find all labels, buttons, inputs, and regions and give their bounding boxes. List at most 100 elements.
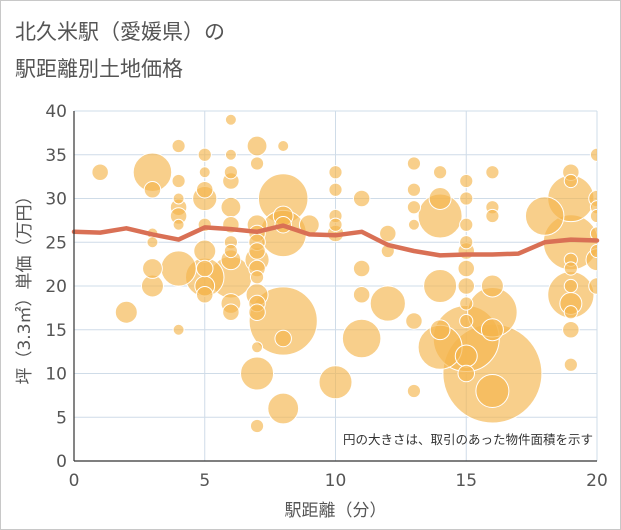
- data-bubble: [249, 156, 265, 171]
- x-tick-label: 10: [325, 471, 347, 491]
- y-tick-label: 30: [45, 190, 67, 210]
- data-bubble: [459, 191, 474, 206]
- data-bubble: [475, 374, 510, 408]
- data-bubble: [224, 113, 237, 126]
- data-bubble: [563, 305, 578, 320]
- data-bubble: [142, 258, 163, 279]
- data-bubble: [193, 239, 217, 263]
- data-bubble: [146, 236, 159, 249]
- y-tick-label: 10: [45, 365, 67, 385]
- data-bubble: [433, 165, 448, 180]
- data-bubble: [198, 166, 211, 179]
- data-bubble: [172, 218, 185, 231]
- data-bubble: [224, 148, 237, 161]
- y-tick-label: 40: [45, 102, 67, 122]
- data-bubble: [454, 344, 478, 368]
- data-bubble: [251, 341, 264, 354]
- data-bubble: [589, 147, 597, 162]
- data-bubble: [457, 259, 475, 278]
- data-bubble: [405, 312, 423, 330]
- data-bubble: [248, 286, 318, 356]
- data-bubble: [196, 259, 214, 278]
- x-tick-label: 15: [455, 471, 477, 491]
- data-bubble: [428, 187, 452, 210]
- data-bubble: [91, 163, 109, 181]
- data-bubble: [352, 259, 371, 278]
- data-bubble: [328, 165, 343, 180]
- data-bubble: [407, 218, 420, 231]
- data-bubble: [480, 274, 504, 298]
- data-bubble: [196, 181, 214, 199]
- data-bubble: [563, 278, 578, 294]
- x-tick-label: 0: [69, 471, 80, 491]
- data-bubble: [459, 235, 474, 250]
- data-bubble: [341, 318, 382, 359]
- data-bubble: [588, 277, 597, 295]
- data-bubble: [406, 383, 422, 399]
- y-tick-label: 20: [45, 277, 67, 297]
- data-bubble: [406, 200, 422, 215]
- data-bubble: [246, 135, 268, 157]
- data-bubble: [220, 196, 242, 218]
- data-bubble: [563, 173, 578, 189]
- data-bubble: [589, 208, 597, 224]
- data-bubble: [406, 156, 422, 171]
- data-bubble: [196, 286, 214, 304]
- data-bubble: [485, 208, 500, 224]
- data-bubble: [423, 269, 458, 303]
- data-bubble: [249, 418, 265, 434]
- data-bubble: [274, 329, 292, 348]
- x-tick-label: 20: [586, 471, 608, 491]
- chart-title-line-2: 駅距離別土地価格: [15, 57, 183, 81]
- data-bubble: [459, 296, 474, 311]
- data-bubble: [171, 138, 186, 154]
- y-tick-label: 5: [56, 408, 67, 428]
- data-bubble: [589, 226, 597, 241]
- data-bubble: [480, 318, 504, 342]
- data-bubble: [429, 319, 451, 341]
- data-bubble: [562, 321, 580, 339]
- bubble-size-note: 円の大きさは、取引のあった物件面積を示す: [343, 432, 593, 447]
- data-bubble: [223, 165, 238, 180]
- data-bubble: [328, 217, 343, 232]
- data-bubble: [459, 313, 474, 329]
- data-bubble: [172, 323, 185, 336]
- data-bubble: [114, 300, 138, 324]
- data-bubble: [267, 392, 300, 425]
- data-bubble: [589, 243, 597, 259]
- y-tick-label: 35: [45, 146, 67, 166]
- data-bubble: [563, 261, 578, 276]
- y-tick-label: 15: [45, 321, 67, 341]
- data-bubble: [171, 173, 186, 189]
- x-tick-label: 5: [199, 471, 210, 491]
- chart-title-line-1: 北久米駅（愛媛県）の: [15, 20, 225, 44]
- data-bubble: [457, 277, 475, 295]
- y-tick-label: 25: [45, 233, 67, 253]
- data-bubble: [352, 189, 371, 208]
- data-bubble: [318, 365, 353, 400]
- bubbles-group: [91, 113, 597, 434]
- data-bubble: [223, 243, 238, 259]
- data-bubble: [457, 364, 475, 383]
- data-bubble: [249, 270, 265, 285]
- data-bubble: [172, 192, 185, 205]
- average-price-line: [71, 223, 600, 258]
- data-bubble: [459, 217, 474, 232]
- data-bubble: [406, 182, 422, 197]
- data-bubble: [160, 250, 197, 287]
- data-bubble: [197, 147, 212, 162]
- data-bubble: [248, 242, 266, 260]
- data-bubble: [277, 140, 290, 152]
- data-bubble: [369, 285, 406, 322]
- data-bubble: [240, 356, 275, 391]
- data-bubble: [524, 196, 565, 236]
- data-bubble: [222, 303, 240, 321]
- data-bubble: [328, 182, 343, 197]
- x-axis-title: 駅距離（分）: [285, 501, 387, 521]
- data-bubble: [563, 357, 578, 372]
- data-bubble: [143, 181, 162, 199]
- y-axis-title: 坪（3.3㎡）単価（万円）: [15, 187, 35, 384]
- data-bubble: [459, 173, 474, 189]
